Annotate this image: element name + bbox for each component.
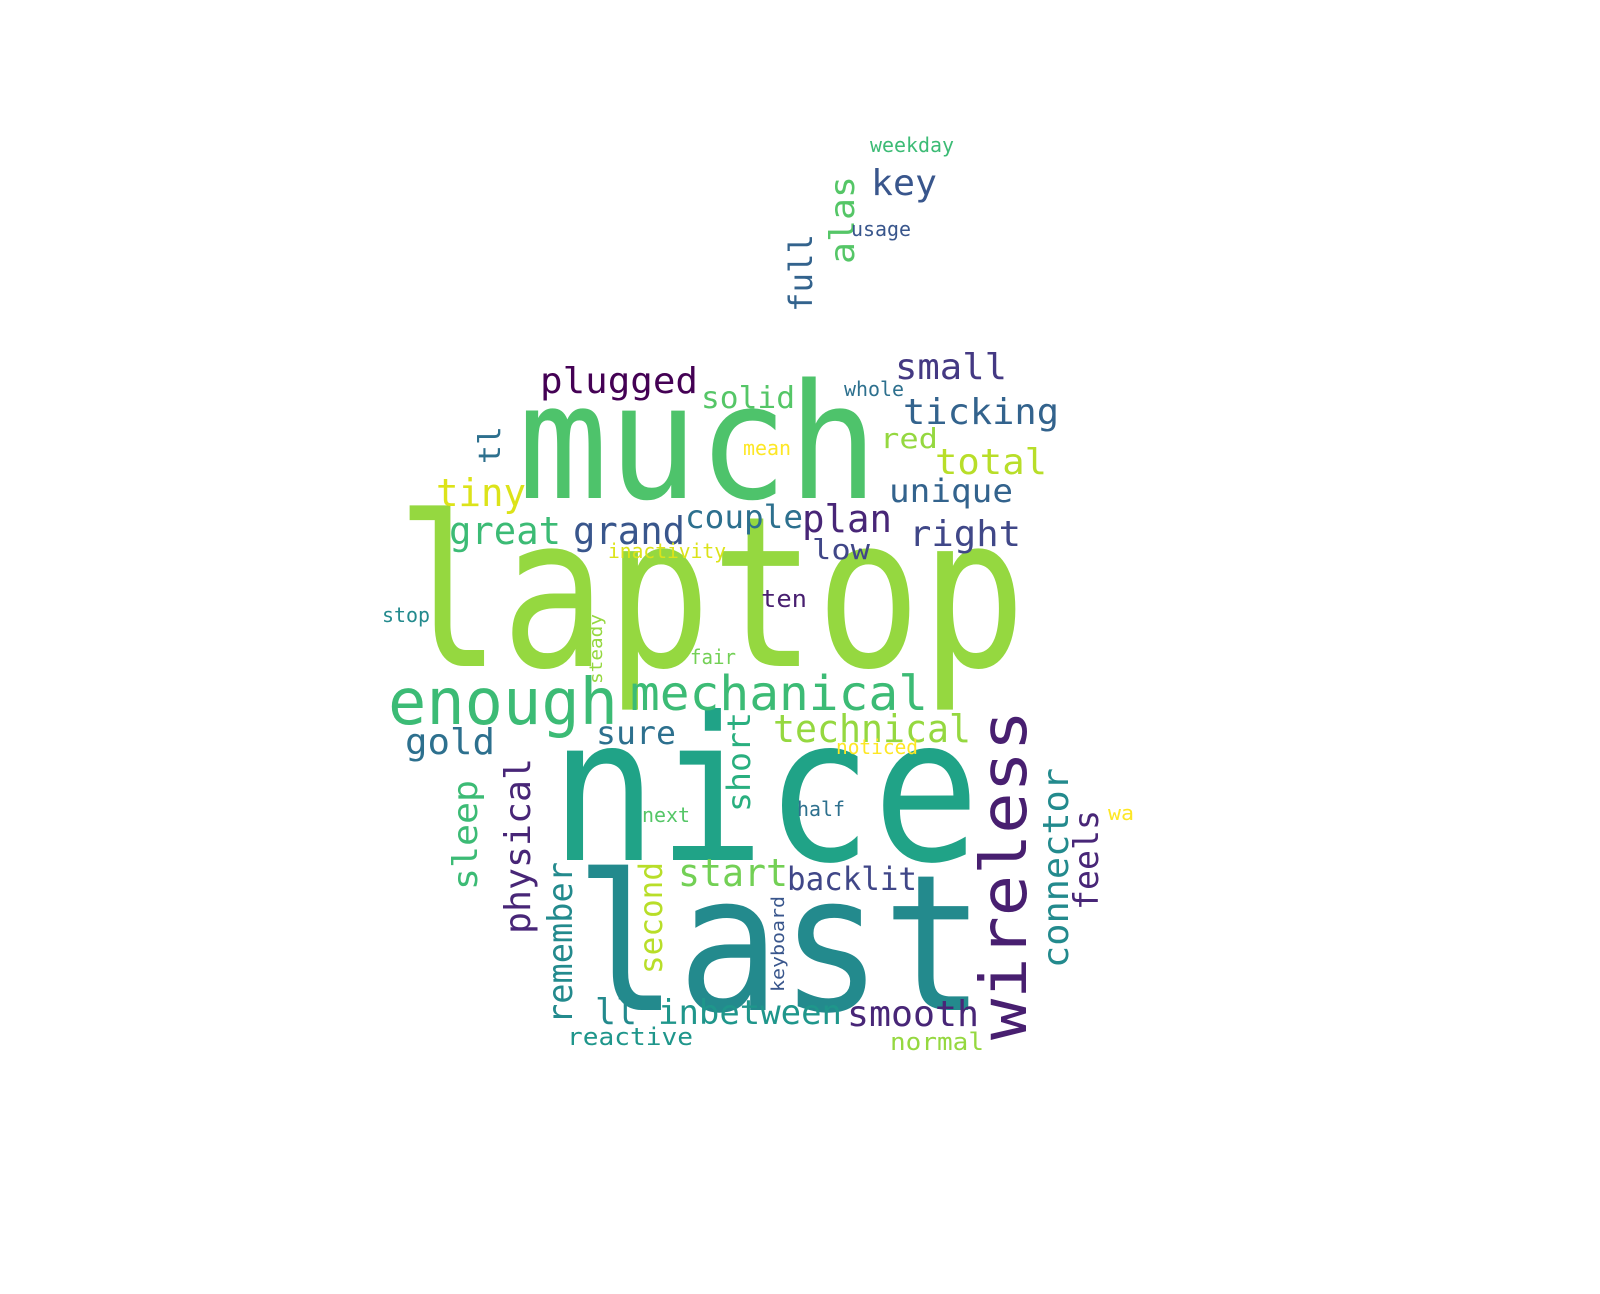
word-weekday: weekday bbox=[870, 133, 954, 157]
word-grand: grand bbox=[573, 509, 685, 553]
word-mechanical: mechanical bbox=[630, 666, 928, 722]
word-tiny: tiny bbox=[436, 471, 526, 515]
word-tl: tl bbox=[473, 426, 508, 464]
word-smooth: smooth bbox=[847, 994, 979, 1035]
word-sure: sure bbox=[596, 714, 676, 752]
word-backlit: backlit bbox=[787, 860, 917, 898]
word-nice: nice bbox=[550, 675, 980, 908]
word-ll: ll bbox=[595, 992, 637, 1033]
word-keyboard: keyboard bbox=[768, 896, 789, 992]
word-ticking: ticking bbox=[903, 392, 1059, 433]
word-much: much bbox=[518, 349, 878, 536]
word-unique: unique bbox=[889, 472, 1013, 510]
word-fair: fair bbox=[690, 645, 736, 669]
word-normal: normal bbox=[890, 1028, 984, 1056]
word-reactive: reactive bbox=[567, 1023, 693, 1051]
word-plan: plan bbox=[802, 497, 892, 541]
word-red: red bbox=[880, 422, 938, 455]
word-total: total bbox=[935, 442, 1047, 483]
word-inbetween: inbetween bbox=[658, 993, 842, 1033]
word-solid: solid bbox=[701, 381, 795, 416]
word-sleep: sleep bbox=[446, 780, 486, 890]
word-second: second bbox=[632, 862, 670, 974]
word-gold: gold bbox=[405, 722, 495, 763]
word-steady: steady bbox=[586, 614, 607, 684]
word-ten: ten bbox=[761, 585, 807, 613]
word-small: small bbox=[895, 347, 1007, 388]
word-full: full bbox=[782, 234, 820, 312]
word-alas: alas bbox=[823, 176, 863, 264]
word-short: short bbox=[720, 712, 758, 812]
word-start: start bbox=[678, 851, 788, 895]
word-technical: technical bbox=[773, 707, 971, 751]
word-half: half bbox=[797, 797, 845, 821]
word-couple: couple bbox=[685, 498, 803, 536]
word-right: right bbox=[909, 514, 1021, 555]
word-feels: feels bbox=[1067, 810, 1107, 910]
word-low: low bbox=[812, 533, 870, 566]
word-last: last bbox=[575, 834, 985, 1055]
word-whole: whole bbox=[844, 377, 904, 401]
word-remember: remember bbox=[541, 862, 581, 1024]
word-mean: mean bbox=[743, 436, 791, 460]
word-key: key bbox=[871, 163, 937, 204]
word-usage: usage bbox=[851, 217, 911, 241]
word-noticed: noticed bbox=[836, 735, 918, 759]
word-connector: connector bbox=[1036, 768, 1077, 968]
word-great: great bbox=[449, 509, 561, 553]
word-physical: physical bbox=[498, 758, 539, 934]
word-wa: wa bbox=[1108, 801, 1134, 825]
word-stop: stop bbox=[382, 603, 430, 627]
word-inactivity: inactivity bbox=[608, 539, 726, 563]
word-enough: enough bbox=[388, 666, 618, 740]
word-plugged: plugged bbox=[540, 361, 698, 402]
word-wireless: wireless bbox=[968, 710, 1042, 1040]
word-next: next bbox=[642, 803, 690, 827]
word-laptop: laptop bbox=[396, 471, 1026, 716]
